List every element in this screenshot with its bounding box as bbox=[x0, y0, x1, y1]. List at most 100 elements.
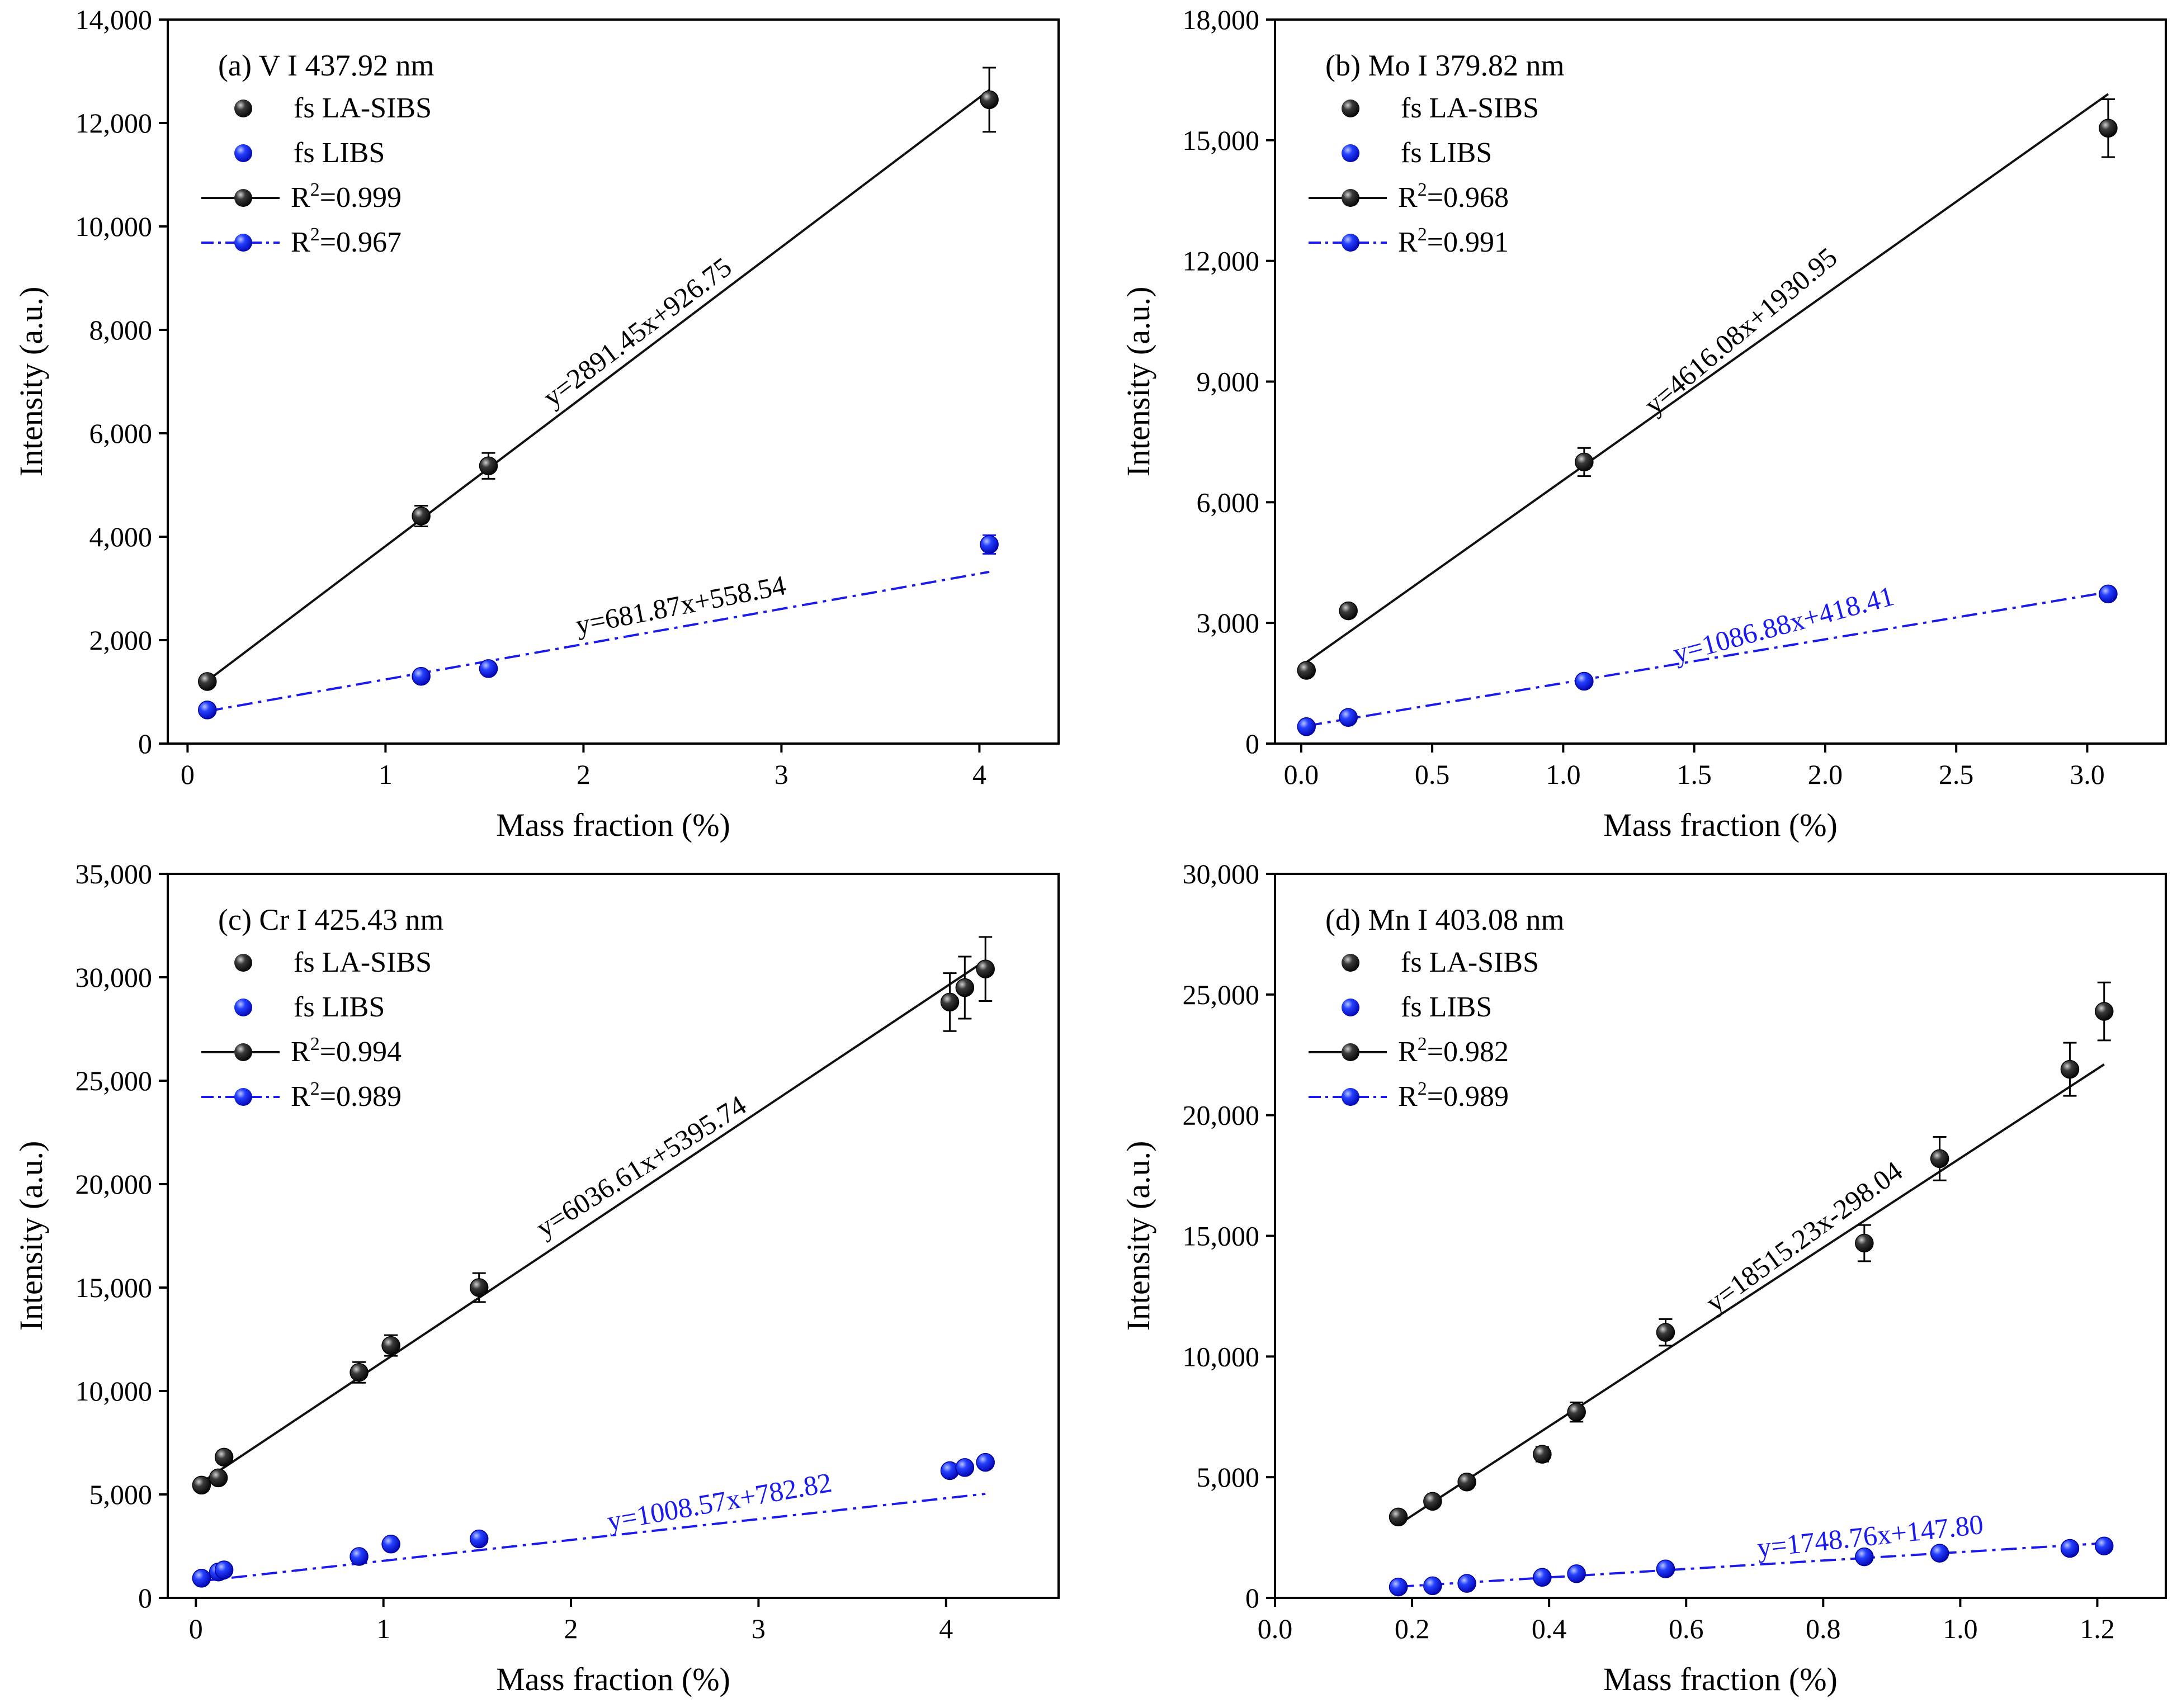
legend-fit-libs-marker bbox=[1342, 234, 1359, 252]
data-point-la-sibs bbox=[350, 1362, 369, 1382]
x-tick-label: 2 bbox=[577, 759, 591, 790]
y-tick-label: 6,000 bbox=[89, 418, 153, 449]
data-point-la-sibs bbox=[1930, 1149, 1949, 1168]
legend-fit-libs-label: R2=0.967 bbox=[291, 224, 402, 258]
legend-libs-marker bbox=[234, 999, 252, 1016]
y-tick-label: 4,000 bbox=[89, 521, 153, 552]
y-tick-label: 25,000 bbox=[75, 1065, 153, 1096]
data-point-libs bbox=[1855, 1547, 1874, 1567]
data-point-la-sibs bbox=[1567, 1402, 1586, 1422]
x-tick-label: 4 bbox=[939, 1613, 953, 1644]
legend-libs-label: fs LIBS bbox=[294, 991, 385, 1023]
y-tick-label: 6,000 bbox=[1197, 486, 1260, 518]
y-tick-label: 25,000 bbox=[1183, 979, 1260, 1010]
y-tick-label: 35,000 bbox=[75, 858, 153, 890]
data-point-libs bbox=[381, 1535, 400, 1554]
fit-line-libs bbox=[1398, 1542, 2104, 1588]
data-point-libs bbox=[1567, 1564, 1586, 1583]
data-point-la-sibs bbox=[209, 1468, 228, 1488]
fit-equation-la-sibs: y=2891.45x+926.75 bbox=[537, 251, 737, 413]
panel-title: (d) Mn I 403.08 nm bbox=[1325, 903, 1564, 936]
fit-equation-la-sibs: y=18515.23x-298.04 bbox=[1700, 1155, 1909, 1318]
data-point-la-sibs bbox=[214, 1447, 234, 1467]
data-point-la-sibs bbox=[479, 456, 498, 476]
legend-la-sibs-marker bbox=[234, 954, 252, 972]
x-tick-label: 1 bbox=[376, 1613, 390, 1644]
y-tick-label: 14,000 bbox=[75, 4, 153, 35]
x-tick-label: 0 bbox=[181, 759, 195, 790]
legend-libs-label: fs LIBS bbox=[294, 137, 385, 169]
data-point-la-sibs bbox=[1423, 1492, 1442, 1511]
y-tick-label: 5,000 bbox=[89, 1479, 153, 1510]
data-point-la-sibs bbox=[2094, 1002, 2114, 1021]
data-point-libs bbox=[1457, 1574, 1476, 1593]
fit-line-libs bbox=[207, 570, 990, 712]
x-tick-label: 0.0 bbox=[1284, 759, 1319, 790]
legend-fit-la-sibs-marker bbox=[1342, 1043, 1359, 1061]
data-point-la-sibs bbox=[381, 1336, 400, 1355]
chart-panel-b: 0.0 0.5 1.0 1.5 2.0 2.5 3.0 0 3,000 6,000 9,000 12,… bbox=[1120, 4, 2167, 843]
chart-panel-d: 0.0 0.2 0.4 0.6 0.8 1.0 1.2 0 5,000 10,000 15,000 2… bbox=[1120, 858, 2167, 1697]
legend-libs-marker bbox=[234, 144, 252, 162]
x-axis-title: Mass fraction (%) bbox=[496, 807, 730, 843]
x-tick-label: 0.8 bbox=[1806, 1613, 1841, 1644]
data-point-libs bbox=[1389, 1577, 1408, 1597]
legend-fit-la-sibs-label: R2=0.999 bbox=[291, 179, 402, 214]
data-point-libs bbox=[1423, 1576, 1442, 1596]
panel-title: (a) V I 437.92 nm bbox=[218, 49, 434, 82]
y-tick-label: 3,000 bbox=[1197, 607, 1260, 638]
y-tick-label: 12,000 bbox=[75, 107, 153, 139]
fit-line-la-sibs bbox=[1306, 93, 2109, 664]
data-point-la-sibs bbox=[1855, 1233, 1874, 1253]
data-point-la-sibs bbox=[1339, 601, 1358, 621]
y-axis-title: Intensity (a.u.) bbox=[1120, 287, 1156, 477]
data-point-la-sibs bbox=[198, 672, 217, 691]
x-tick-label: 3 bbox=[752, 1613, 766, 1644]
fit-equation-libs: y=681.87x+558.54 bbox=[573, 569, 788, 641]
panel-title: (c) Cr I 425.43 nm bbox=[218, 903, 443, 936]
legend-fit-libs-marker bbox=[234, 234, 252, 252]
chart-panel-c: 0 1 2 3 4 0 5,000 10,000 15,000 20,000 25,000 30,00… bbox=[13, 858, 1060, 1697]
x-axis-title: Mass fraction (%) bbox=[1603, 1661, 1838, 1697]
x-tick-label: 0.2 bbox=[1395, 1613, 1430, 1644]
y-tick-label: 15,000 bbox=[1183, 1220, 1260, 1252]
y-tick-label: 10,000 bbox=[75, 211, 153, 242]
data-point-la-sibs bbox=[955, 978, 975, 997]
fit-line-la-sibs bbox=[1397, 1063, 2105, 1526]
data-point-la-sibs bbox=[1297, 661, 1316, 680]
legend-la-sibs-label: fs LA-SIBS bbox=[294, 92, 432, 124]
legend-fit-la-sibs-marker bbox=[1342, 189, 1359, 207]
x-tick-label: 1.2 bbox=[2080, 1613, 2115, 1644]
data-point-libs bbox=[976, 1452, 995, 1472]
plot-frame bbox=[1274, 873, 2167, 1599]
x-tick-label: 0.4 bbox=[1532, 1613, 1567, 1644]
data-point-la-sibs bbox=[469, 1278, 489, 1297]
legend-la-sibs-marker bbox=[1342, 100, 1359, 117]
fit-equation-la-sibs: y=6036.61x+5395.74 bbox=[530, 1089, 752, 1243]
data-point-libs bbox=[1656, 1559, 1675, 1578]
legend-fit-la-sibs-label: R2=0.968 bbox=[1398, 179, 1509, 214]
legend-libs-label: fs LIBS bbox=[1401, 137, 1492, 169]
y-tick-label: 20,000 bbox=[75, 1168, 153, 1200]
legend-la-sibs-marker bbox=[234, 100, 252, 117]
legend-fit-la-sibs-label: R2=0.994 bbox=[291, 1034, 402, 1068]
data-point-libs bbox=[198, 701, 217, 720]
legend-libs-marker bbox=[1342, 144, 1359, 162]
y-tick-label: 12,000 bbox=[1183, 245, 1260, 277]
legend-libs-marker bbox=[1342, 999, 1359, 1016]
y-tick-label: 9,000 bbox=[1197, 366, 1260, 398]
x-tick-label: 3.0 bbox=[2070, 759, 2105, 790]
x-tick-label: 1 bbox=[379, 759, 393, 790]
data-point-libs bbox=[2060, 1539, 2080, 1558]
fit-equation-la-sibs: y=4616.08x+1930.95 bbox=[1638, 241, 1843, 420]
y-tick-label: 10,000 bbox=[1183, 1341, 1260, 1372]
chart-panel-a: 0 1 2 3 4 0 2,000 4,000 6,000 8,000 10,000 12,000 14… bbox=[13, 4, 1060, 843]
y-tick-label: 8,000 bbox=[89, 314, 153, 346]
y-axis-title: Intensity (a.u.) bbox=[13, 287, 49, 477]
fit-line-libs bbox=[201, 1492, 986, 1582]
data-point-libs bbox=[1297, 717, 1316, 736]
data-point-libs bbox=[350, 1547, 369, 1566]
fit-line-la-sibs bbox=[206, 89, 990, 682]
data-point-la-sibs bbox=[1389, 1507, 1408, 1527]
y-tick-label: 2,000 bbox=[89, 624, 153, 656]
